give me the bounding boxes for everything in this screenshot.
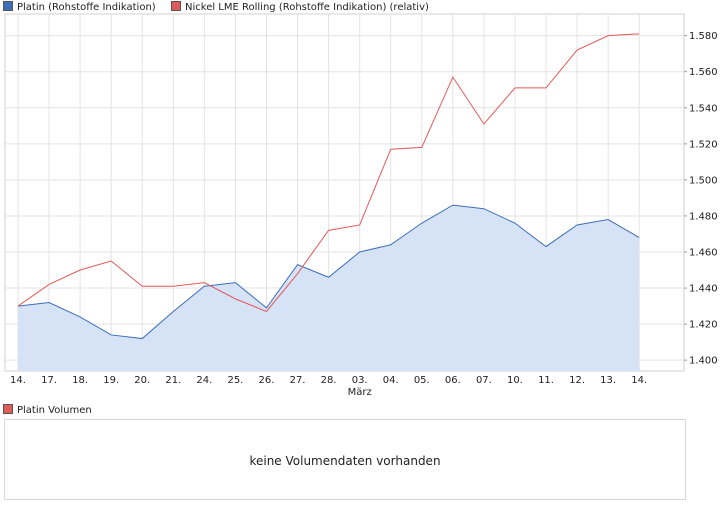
- x-tick-label: 28.: [321, 375, 337, 386]
- x-tick-label: 27.: [290, 375, 306, 386]
- y-tick-label: 1.560: [689, 67, 718, 78]
- series-line-nickel: [17, 33, 640, 313]
- series-area-platin: [18, 205, 640, 371]
- x-tick-label: 07.: [476, 375, 492, 386]
- price-chart: 1.400 1.420 1.440 1.460 1.480 1.500 1.520 1.540…: [4, 13, 718, 398]
- y-tick-label: 1.440: [689, 284, 718, 295]
- y-tick-label: 1.580: [689, 31, 718, 42]
- x-tick-label: 19.: [103, 375, 119, 386]
- x-tick-label: 03.: [352, 375, 368, 386]
- x-tick-label: 21.: [165, 375, 181, 386]
- y-tick-label: 1.420: [689, 320, 718, 331]
- x-tick-label: 24.: [196, 375, 212, 386]
- volume-empty-message: keine Volumendaten vorhanden: [249, 454, 441, 468]
- y-tick-label: 1.400: [689, 356, 718, 367]
- series-line-platin: [17, 204, 640, 340]
- legend-swatch-volume: [3, 404, 13, 414]
- y-tick-label: 1.500: [689, 175, 718, 186]
- legend-swatch-nickel: [171, 1, 181, 11]
- legend-item-volume[interactable]: Platin Volumen: [3, 404, 92, 416]
- legend-swatch-platin: [3, 1, 13, 11]
- x-tick-label: 06.: [445, 375, 461, 386]
- x-tick-label: 25.: [227, 375, 243, 386]
- y-tick-label: 1.480: [689, 211, 718, 222]
- x-month-label: März: [348, 387, 372, 398]
- legend-item-nickel[interactable]: Nickel LME Rolling (Rohstoffe Indikation…: [171, 1, 429, 15]
- x-tick-label: 10.: [507, 375, 523, 386]
- x-tick-label: 20.: [134, 375, 150, 386]
- y-tick-label: 1.540: [689, 103, 718, 114]
- legend-label-platin: Platin (Rohstoffe Indikation): [17, 2, 156, 13]
- legend-item-platin[interactable]: Platin (Rohstoffe Indikation): [3, 1, 156, 15]
- x-tick-label: 04.: [383, 375, 399, 386]
- x-tick-label: 26.: [259, 375, 275, 386]
- y-tick-label: 1.520: [689, 139, 718, 150]
- y-tick-label: 1.460: [689, 248, 718, 259]
- volume-panel: keine Volumendaten vorhanden: [4, 419, 686, 500]
- x-tick-label: 11.: [538, 375, 554, 386]
- x-tick-label: 12.: [569, 375, 585, 386]
- x-tick-label: 14.: [10, 375, 26, 386]
- x-tick-label: 17.: [41, 375, 57, 386]
- x-tick-label: 18.: [72, 375, 88, 386]
- x-tick-label: 05.: [414, 375, 430, 386]
- x-tick-label: 13.: [600, 375, 616, 386]
- x-tick-label: 14.: [631, 375, 647, 386]
- legend-label-nickel: Nickel LME Rolling (Rohstoffe Indikation…: [185, 2, 429, 13]
- legend-label-volume: Platin Volumen: [17, 405, 92, 416]
